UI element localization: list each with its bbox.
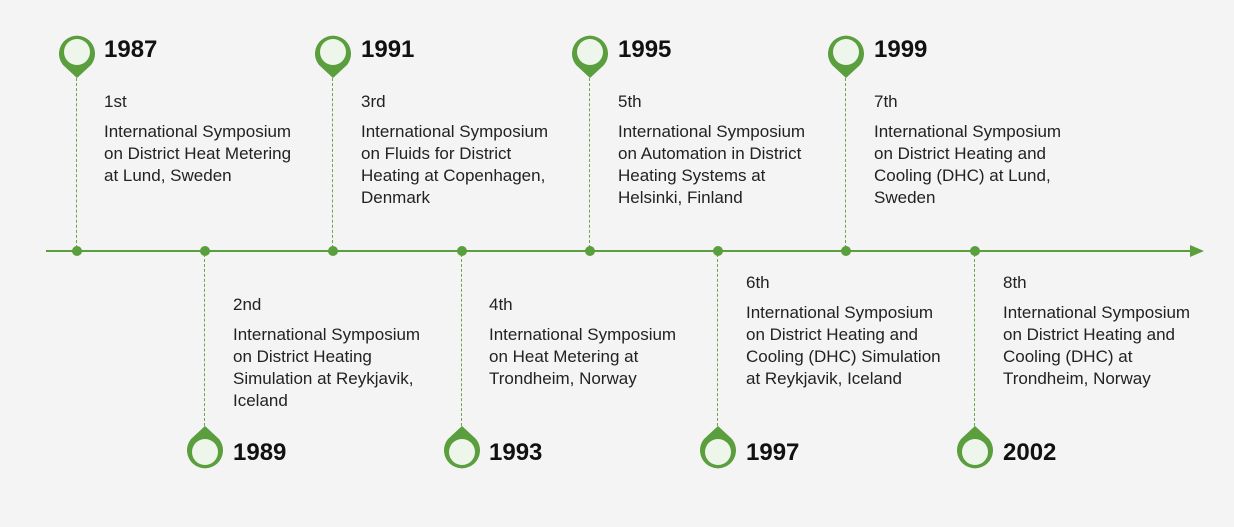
connector-line [589, 78, 590, 248]
connector-line [461, 254, 462, 426]
milestone-event: 2nd International Symposium on District … [233, 294, 433, 412]
connector-line [76, 78, 77, 248]
milestone-year: 2002 [1003, 439, 1057, 466]
map-pin-icon [565, 30, 615, 80]
milestone-event: 6th International Symposium on District … [746, 272, 946, 390]
timeline-dot [585, 246, 595, 256]
milestone-description: International Symposium on District Heat… [874, 122, 1062, 207]
connector-line [332, 78, 333, 248]
map-pin-icon [821, 30, 871, 80]
milestone-ordinal: 6th [746, 273, 770, 292]
timeline-dot [328, 246, 338, 256]
timeline-axis [46, 250, 1192, 252]
map-pin-icon [52, 30, 102, 80]
connector-line [204, 254, 205, 426]
timeline-dot [200, 246, 210, 256]
map-pin-icon [308, 30, 358, 80]
map-pin-icon [693, 424, 743, 474]
arrow-right-icon [1190, 245, 1204, 257]
milestone-event: 7th International Symposium on District … [874, 91, 1074, 209]
milestone-year: 1999 [874, 36, 928, 63]
milestone-ordinal: 1st [104, 92, 127, 111]
milestone-event: 5th International Symposium on Automatio… [618, 91, 818, 209]
map-pin-icon [950, 424, 1000, 474]
milestone-description: International Symposium on Heat Metering… [489, 325, 677, 388]
milestone-event: 4th International Symposium on Heat Mete… [489, 294, 689, 390]
milestone-description: International Symposium on Automation in… [618, 122, 806, 207]
timeline-dot [841, 246, 851, 256]
milestone-year: 1989 [233, 439, 287, 466]
milestone-event: 1st International Symposium on District … [104, 91, 304, 187]
milestone-event: 3rd International Symposium on Fluids fo… [361, 91, 561, 209]
timeline-dot [970, 246, 980, 256]
map-pin-icon [180, 424, 230, 474]
milestone-ordinal: 2nd [233, 295, 262, 314]
connector-line [974, 254, 975, 426]
milestone-ordinal: 7th [874, 92, 898, 111]
milestone-description: International Symposium on District Heat… [746, 303, 941, 388]
milestone-description: International Symposium on District Heat… [1003, 303, 1191, 388]
milestone-year: 1991 [361, 36, 415, 63]
milestone-ordinal: 5th [618, 92, 642, 111]
milestone-description: International Symposium on Fluids for Di… [361, 122, 549, 207]
milestone-ordinal: 4th [489, 295, 513, 314]
timeline-dot [713, 246, 723, 256]
milestone-description: International Symposium on District Heat… [233, 325, 421, 410]
milestone-year: 1997 [746, 439, 800, 466]
map-pin-icon [437, 424, 487, 474]
milestone-ordinal: 3rd [361, 92, 386, 111]
connector-line [717, 254, 718, 426]
milestone-year: 1993 [489, 439, 543, 466]
milestone-year: 1987 [104, 36, 158, 63]
milestone-description: International Symposium on District Heat… [104, 122, 292, 185]
milestone-event: 8th International Symposium on District … [1003, 272, 1203, 390]
milestone-year: 1995 [618, 36, 672, 63]
timeline-dot [457, 246, 467, 256]
connector-line [845, 78, 846, 248]
timeline-dot [72, 246, 82, 256]
milestone-ordinal: 8th [1003, 273, 1027, 292]
